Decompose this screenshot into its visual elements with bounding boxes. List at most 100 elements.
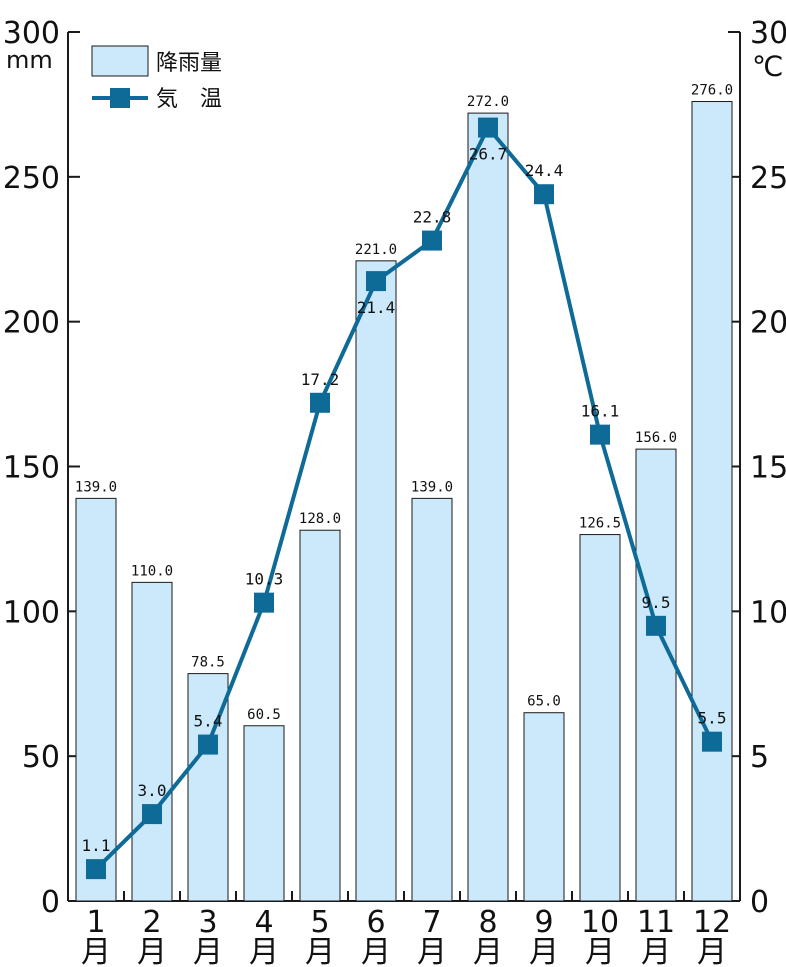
rainfall-bar (411, 497, 453, 902)
rainfall-bar-label: 78.5 (191, 655, 225, 671)
temperature-value-label: 9.5 (642, 593, 671, 612)
month-number-label: 3 (198, 905, 217, 940)
month-number-label: 9 (534, 905, 553, 940)
temperature-value-label: 26.7 (469, 145, 508, 164)
temperature-series: 1.1 3.0 5.4 10.3 17.2 21.4 22.8 26.7 24.4 16.1 9.5… (82, 117, 727, 880)
temperature-marker (590, 424, 610, 445)
rainfall-bar-label: 126.5 (579, 516, 621, 532)
left-tick-label: 250 (3, 161, 60, 196)
temperature-value-label: 17.2 (301, 370, 340, 389)
month-number-label: 10 (581, 905, 619, 940)
right-tick-label: 5 (750, 740, 769, 775)
month-suffix-label: 月 (585, 935, 615, 967)
month-suffix-label: 月 (81, 935, 111, 967)
temperature-value-label: 5.4 (194, 712, 223, 731)
temperature-marker (254, 592, 274, 613)
left-tick-label: 150 (3, 451, 60, 486)
temperature-value-label: 5.5 (698, 709, 727, 728)
left-tick-label: 0 (41, 885, 60, 920)
temperature-value-label: 24.4 (525, 161, 564, 180)
right-tick-label: 10 (750, 595, 786, 630)
rainfall-bar (131, 581, 173, 902)
rainfall-bar-label: 110.0 (131, 563, 173, 579)
left-tick-label: 200 (3, 306, 60, 341)
month-number-label: 8 (478, 905, 497, 940)
right-tick-label: 0 (750, 885, 769, 920)
month-suffix-label: 月 (529, 935, 559, 967)
legend-temp-marker (110, 88, 130, 108)
rainfall-bars (75, 101, 733, 902)
rainfall-bar-labels: 139.0 110.0 78.5 60.5 128.0 221.0 139.0 272.0 65… (75, 83, 733, 723)
temperature-line (94, 123, 714, 871)
month-number-label: 11 (637, 905, 675, 940)
rainfall-bar-label: 221.0 (355, 242, 397, 258)
rainfall-bar (355, 260, 397, 902)
right-tick-label: 20 (750, 306, 786, 341)
temperature-marker (702, 731, 722, 752)
rainfall-bar-label: 139.0 (75, 479, 117, 495)
temperature-marker (366, 271, 386, 292)
rainfall-bar-label: 139.0 (411, 479, 453, 495)
month-suffix-label: 月 (137, 935, 167, 967)
temperature-marker (198, 734, 218, 755)
rainfall-bar-label: 276.0 (691, 83, 733, 99)
temperature-marker (534, 184, 554, 205)
rainfall-bar (243, 725, 285, 902)
right-tick-label: 30 (750, 16, 786, 51)
left-tick-label: 300 (3, 16, 60, 51)
temperature-value-label: 21.4 (357, 298, 396, 317)
month-number-label: 2 (142, 905, 161, 940)
right-tick-label: 15 (750, 451, 786, 486)
month-suffix-label: 月 (249, 935, 279, 967)
temperature-value-label: 16.1 (581, 402, 620, 421)
temperature-value-label: 10.3 (245, 570, 284, 589)
month-suffix-label: 月 (697, 935, 727, 967)
rainfall-bar (75, 497, 117, 902)
right-tick-label: 25 (750, 161, 786, 196)
month-suffix-label: 月 (473, 935, 503, 967)
month-number-label: 1 (86, 905, 105, 940)
month-number-label: 7 (422, 905, 441, 940)
legend-rain-swatch (91, 45, 149, 77)
rainfall-bar-label: 272.0 (467, 94, 509, 110)
temperature-marker (142, 804, 162, 825)
temperature-marker (646, 615, 666, 636)
left-axis-unit: mm (6, 46, 53, 74)
rainfall-bar-label: 60.5 (247, 707, 281, 723)
month-suffix-label: 月 (641, 935, 671, 967)
rainfall-bar (467, 112, 509, 902)
month-number-label: 6 (366, 905, 385, 940)
month-number-label: 4 (254, 905, 273, 940)
rainfall-bar-label: 128.0 (299, 511, 341, 527)
left-axis-ticks: 0 50 100 150 200 250 300 (3, 16, 80, 920)
temperature-value-label: 1.1 (82, 836, 111, 855)
rainfall-bar (299, 529, 341, 902)
month-number-label: 12 (693, 905, 731, 940)
rainfall-bar (579, 534, 621, 902)
month-suffix-label: 月 (193, 935, 223, 967)
temperature-marker (478, 117, 498, 138)
rainfall-bar-label: 65.0 (527, 694, 561, 710)
right-axis-ticks: 0 5 10 15 20 25 30 (728, 16, 786, 920)
rainfall-bar (635, 448, 677, 902)
month-suffix-label: 月 (417, 935, 447, 967)
legend-temp-label: 気 温 (156, 87, 222, 112)
left-tick-label: 100 (3, 595, 60, 630)
rainfall-bar (523, 712, 565, 902)
rainfall-bar-label: 156.0 (635, 430, 677, 446)
temperature-value-label: 22.8 (413, 208, 452, 227)
temperature-marker (310, 392, 330, 413)
legend: 降雨量 気 温 (91, 45, 222, 112)
month-suffix-label: 月 (361, 935, 391, 967)
rainfall-bar (691, 101, 733, 902)
temperature-marker (86, 859, 106, 880)
right-axis-unit: ℃ (752, 50, 783, 83)
legend-rain-label: 降雨量 (156, 51, 222, 76)
temperature-value-label: 3.0 (138, 781, 167, 800)
month-suffix-label: 月 (305, 935, 335, 967)
left-tick-label: 50 (22, 740, 60, 775)
temperature-marker (422, 230, 442, 251)
month-number-label: 5 (310, 905, 329, 940)
